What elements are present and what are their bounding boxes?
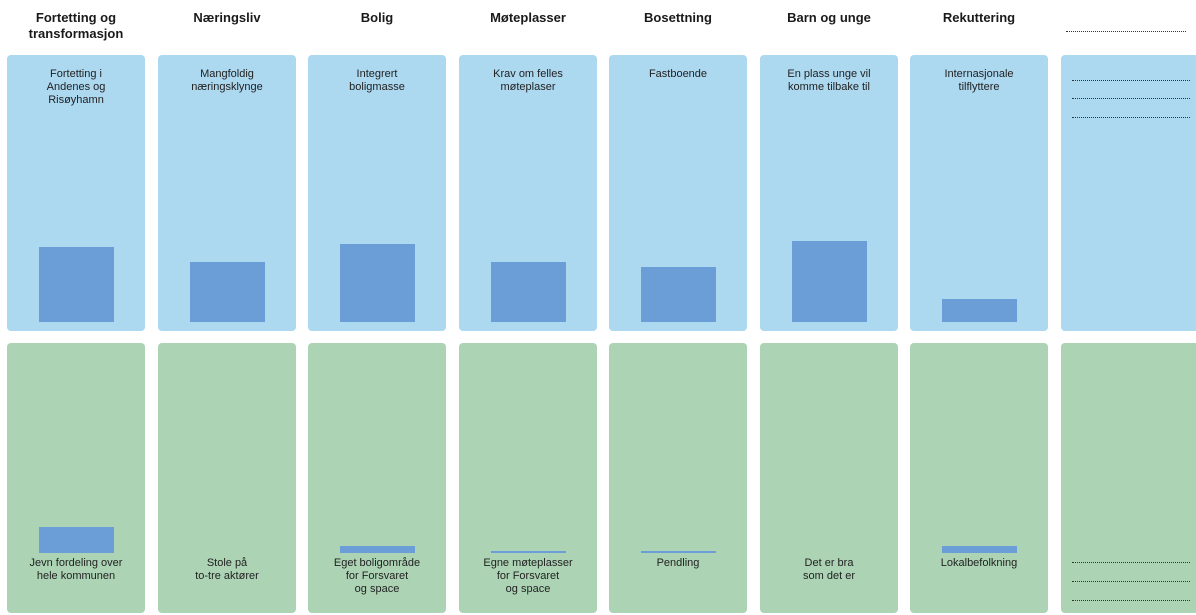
placeholder-target-panel <box>1061 55 1196 331</box>
alternative-bar <box>641 551 716 553</box>
target-label: En plass unge vil komme tilbake til <box>787 68 871 93</box>
placeholder-column <box>1061 0 1196 615</box>
alternative-bar <box>340 546 415 553</box>
target-bar <box>942 299 1017 322</box>
target-bar <box>641 267 716 322</box>
column: Barn og unge En plass unge vil komme tilb… <box>760 0 898 615</box>
alternative-bar <box>491 551 566 553</box>
placeholder-dotted-line <box>1072 581 1190 582</box>
target-label: Fastboende <box>648 68 708 80</box>
column-header: Bolig <box>360 10 394 25</box>
alternative-bar <box>942 546 1017 553</box>
placeholder-dotted-line <box>1072 98 1190 99</box>
alternative-panel: Egne møteplasser for Forsvaret og space <box>459 343 597 613</box>
column: Fortetting og transformasjon Fortetting i… <box>7 0 145 615</box>
target-bar <box>491 262 566 322</box>
target-label: Integrert boligmasse <box>349 68 405 93</box>
placeholder-header-dots <box>1066 31 1186 32</box>
column-header: Næringsliv <box>193 10 261 25</box>
placeholder-dotted-line <box>1072 562 1190 563</box>
column: Bosettning Fastboende Pendling <box>609 0 747 615</box>
column-header: Rekuttering <box>942 10 1016 25</box>
alternative-panel: Eget boligområde for Forsvaret og space <box>308 343 446 613</box>
column-header: Barn og unge <box>787 10 871 25</box>
alternative-panel: Det er bra som det er <box>760 343 898 613</box>
placeholder-alternative-panel <box>1061 343 1196 613</box>
placeholder-dotted-line <box>1072 600 1190 601</box>
placeholder-dotted-line <box>1072 117 1190 118</box>
column-header: Møteplasser <box>490 10 566 25</box>
placeholder-dotted-line <box>1072 80 1190 81</box>
alternative-panel: Pendling <box>609 343 747 613</box>
target-label: Mangfoldig næringsklynge <box>191 68 263 93</box>
alternative-bar <box>39 527 114 553</box>
alternative-label: Egne møteplasser for Forsvaret og space <box>483 557 573 595</box>
alternative-label: Pendling <box>656 557 700 569</box>
alternative-label: Jevn fordeling over hele kommunen <box>29 557 123 582</box>
alternative-label: Lokalbefolkning <box>940 557 1018 569</box>
target-bar <box>792 241 867 322</box>
target-panel: Internasjonale tilflyttere <box>910 55 1048 331</box>
target-label: Krav om felles møteplaser <box>493 68 563 93</box>
alternative-panel: Stole på to-tre aktører <box>158 343 296 613</box>
column: Rekuttering Internasjonale tilflyttere Lok… <box>910 0 1048 615</box>
alternative-panel: Jevn fordeling over hele kommunen <box>7 343 145 613</box>
alternative-label: Eget boligområde for Forsvaret og space <box>333 557 421 595</box>
column-header: Fortetting og transformasjon <box>28 10 124 41</box>
alternative-label: Det er bra som det er <box>803 557 855 582</box>
target-bar <box>340 244 415 322</box>
column-header: Bosettning <box>644 10 712 25</box>
target-label: Fortetting i Andenes og Risøyhamn <box>46 68 106 106</box>
target-bar <box>190 262 265 322</box>
alternative-panel: Lokalbefolkning <box>910 343 1048 613</box>
column: Næringsliv Mangfoldig næringsklynge Stole … <box>158 0 296 615</box>
target-bar <box>39 247 114 322</box>
column: Møteplasser Krav om felles møteplaser Egne… <box>459 0 597 615</box>
target-label: Internasjonale tilflyttere <box>944 68 1014 93</box>
alternative-label: Stole på to-tre aktører <box>195 557 259 582</box>
column: Bolig Integrert boligmasse Eget boligområd… <box>308 0 446 615</box>
